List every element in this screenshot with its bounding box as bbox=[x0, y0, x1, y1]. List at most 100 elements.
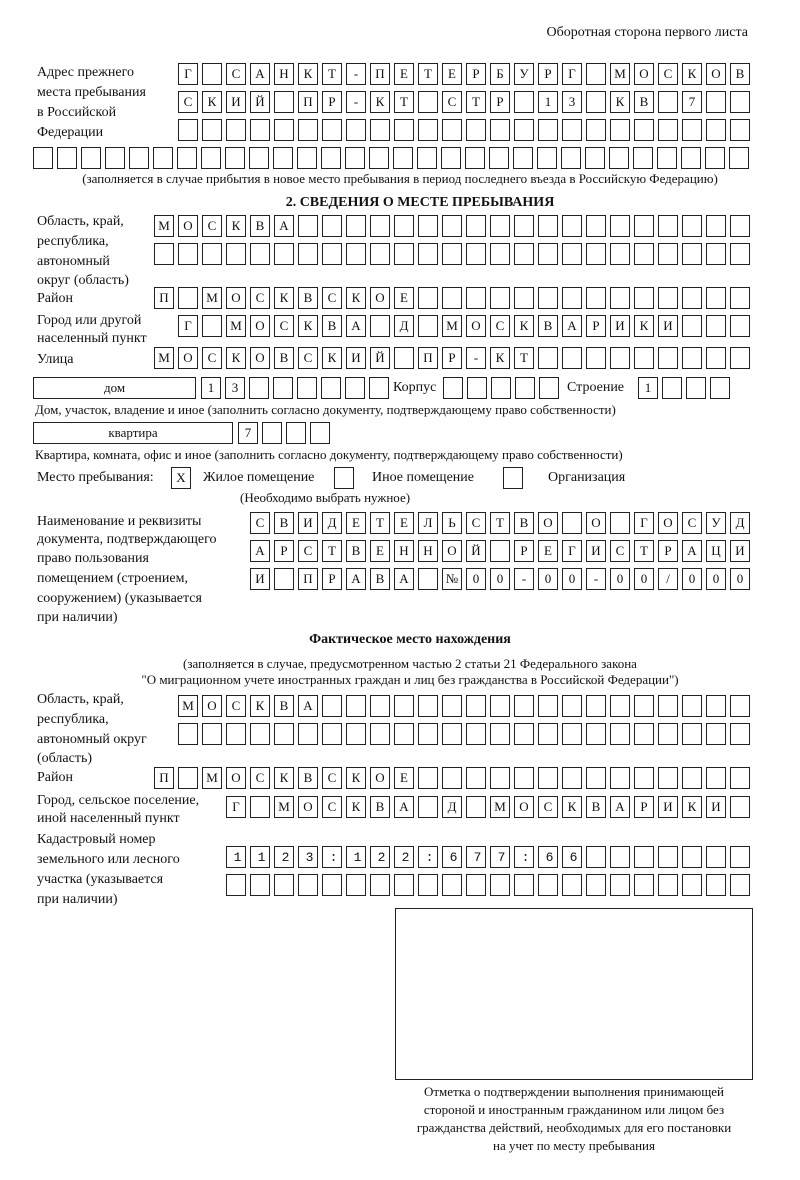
char-cell[interactable]: 0 bbox=[634, 568, 654, 590]
char-cell[interactable] bbox=[586, 287, 606, 309]
char-cell[interactable] bbox=[658, 287, 678, 309]
char-cell[interactable]: Т bbox=[370, 512, 390, 534]
char-cell[interactable]: - bbox=[466, 347, 486, 369]
char-cell[interactable] bbox=[514, 846, 534, 868]
char-cell[interactable] bbox=[418, 874, 438, 896]
char-cell[interactable] bbox=[682, 846, 702, 868]
char-cell[interactable] bbox=[610, 846, 630, 868]
char-cell[interactable]: Р bbox=[466, 63, 486, 85]
char-cell[interactable]: Г bbox=[634, 512, 654, 534]
char-cell[interactable]: Р bbox=[490, 91, 510, 113]
char-cell[interactable]: К bbox=[490, 347, 510, 369]
char-cell[interactable]: В bbox=[274, 512, 294, 534]
char-cell[interactable] bbox=[298, 846, 318, 868]
char-cell[interactable] bbox=[418, 723, 438, 745]
char-cell[interactable]: Р bbox=[658, 540, 678, 562]
char-cell[interactable]: К bbox=[346, 287, 366, 309]
char-cell[interactable]: С bbox=[226, 695, 246, 717]
char-cell[interactable] bbox=[489, 147, 509, 169]
char-cell[interactable] bbox=[201, 147, 221, 169]
char-cell[interactable]: О bbox=[226, 767, 246, 789]
char-cell[interactable]: О bbox=[442, 540, 462, 562]
char-cell[interactable] bbox=[298, 243, 318, 265]
char-cell[interactable] bbox=[562, 512, 582, 534]
char-cell[interactable]: Б bbox=[490, 63, 510, 85]
char-cell[interactable]: И bbox=[346, 347, 366, 369]
char-cell[interactable] bbox=[658, 215, 678, 237]
char-cell[interactable]: Е bbox=[394, 63, 414, 85]
char-cell[interactable]: С bbox=[466, 512, 486, 534]
char-cell[interactable] bbox=[345, 377, 365, 399]
char-cell[interactable]: - bbox=[514, 568, 534, 590]
char-cell[interactable] bbox=[658, 119, 678, 141]
char-cell[interactable] bbox=[442, 287, 462, 309]
char-cell[interactable] bbox=[370, 723, 390, 745]
char-cell[interactable] bbox=[634, 695, 654, 717]
char-cell[interactable] bbox=[730, 767, 750, 789]
char-cell[interactable]: 7 bbox=[682, 91, 702, 113]
char-cell[interactable] bbox=[321, 377, 341, 399]
char-cell[interactable] bbox=[490, 695, 510, 717]
char-cell[interactable] bbox=[466, 243, 486, 265]
char-cell[interactable]: / bbox=[658, 568, 678, 590]
char-cell[interactable]: Р bbox=[274, 540, 294, 562]
char-cell[interactable] bbox=[490, 287, 510, 309]
char-cell[interactable] bbox=[466, 767, 486, 789]
char-cell[interactable] bbox=[538, 119, 558, 141]
char-cell[interactable]: Т bbox=[322, 540, 342, 562]
char-cell[interactable] bbox=[418, 243, 438, 265]
char-cell[interactable]: С bbox=[298, 540, 318, 562]
char-cell[interactable] bbox=[466, 119, 486, 141]
char-cell[interactable]: 0 bbox=[538, 568, 558, 590]
char-cell[interactable]: С bbox=[322, 287, 342, 309]
char-cell[interactable]: 0 bbox=[466, 568, 486, 590]
char-cell[interactable] bbox=[537, 147, 557, 169]
char-cell[interactable]: Л bbox=[418, 512, 438, 534]
char-cell[interactable] bbox=[634, 846, 654, 868]
char-cell[interactable]: О bbox=[514, 796, 534, 818]
char-cell[interactable] bbox=[250, 846, 270, 868]
char-cell[interactable] bbox=[562, 695, 582, 717]
char-cell[interactable] bbox=[466, 287, 486, 309]
char-cell[interactable] bbox=[346, 215, 366, 237]
char-cell[interactable]: К bbox=[226, 347, 246, 369]
char-cell[interactable]: Н bbox=[274, 63, 294, 85]
char-cell[interactable]: - bbox=[346, 91, 366, 113]
char-cell[interactable] bbox=[730, 91, 750, 113]
char-cell[interactable] bbox=[226, 846, 246, 868]
char-cell[interactable]: 3 bbox=[562, 91, 582, 113]
char-cell[interactable] bbox=[730, 723, 750, 745]
char-cell[interactable] bbox=[129, 147, 149, 169]
char-cell[interactable]: Г bbox=[226, 796, 246, 818]
char-cell[interactable]: И bbox=[250, 568, 270, 590]
stay-option-other-checkbox[interactable] bbox=[334, 467, 354, 489]
char-cell[interactable] bbox=[466, 874, 486, 896]
char-cell[interactable] bbox=[442, 243, 462, 265]
char-cell[interactable]: С bbox=[202, 215, 222, 237]
char-cell[interactable] bbox=[466, 796, 486, 818]
char-cell[interactable]: С bbox=[490, 315, 510, 337]
char-cell[interactable] bbox=[610, 215, 630, 237]
char-cell[interactable] bbox=[586, 119, 606, 141]
char-cell[interactable] bbox=[514, 243, 534, 265]
char-cell[interactable]: В bbox=[634, 91, 654, 113]
char-cell[interactable] bbox=[634, 767, 654, 789]
char-cell[interactable] bbox=[706, 119, 726, 141]
char-cell[interactable] bbox=[561, 147, 581, 169]
char-cell[interactable] bbox=[730, 695, 750, 717]
char-cell[interactable]: 0 bbox=[490, 568, 510, 590]
char-cell[interactable]: К bbox=[322, 347, 342, 369]
char-cell[interactable] bbox=[345, 147, 365, 169]
char-cell[interactable] bbox=[394, 243, 414, 265]
char-cell[interactable]: М bbox=[202, 287, 222, 309]
char-cell[interactable]: Ц bbox=[706, 540, 726, 562]
char-cell[interactable] bbox=[610, 695, 630, 717]
char-cell[interactable] bbox=[322, 119, 342, 141]
char-cell[interactable]: С bbox=[178, 91, 198, 113]
char-cell[interactable]: В bbox=[538, 315, 558, 337]
char-cell[interactable]: К bbox=[250, 695, 270, 717]
char-cell[interactable]: С bbox=[226, 63, 246, 85]
char-cell[interactable] bbox=[177, 147, 197, 169]
char-cell[interactable]: О bbox=[466, 315, 486, 337]
char-cell[interactable]: Н bbox=[418, 540, 438, 562]
